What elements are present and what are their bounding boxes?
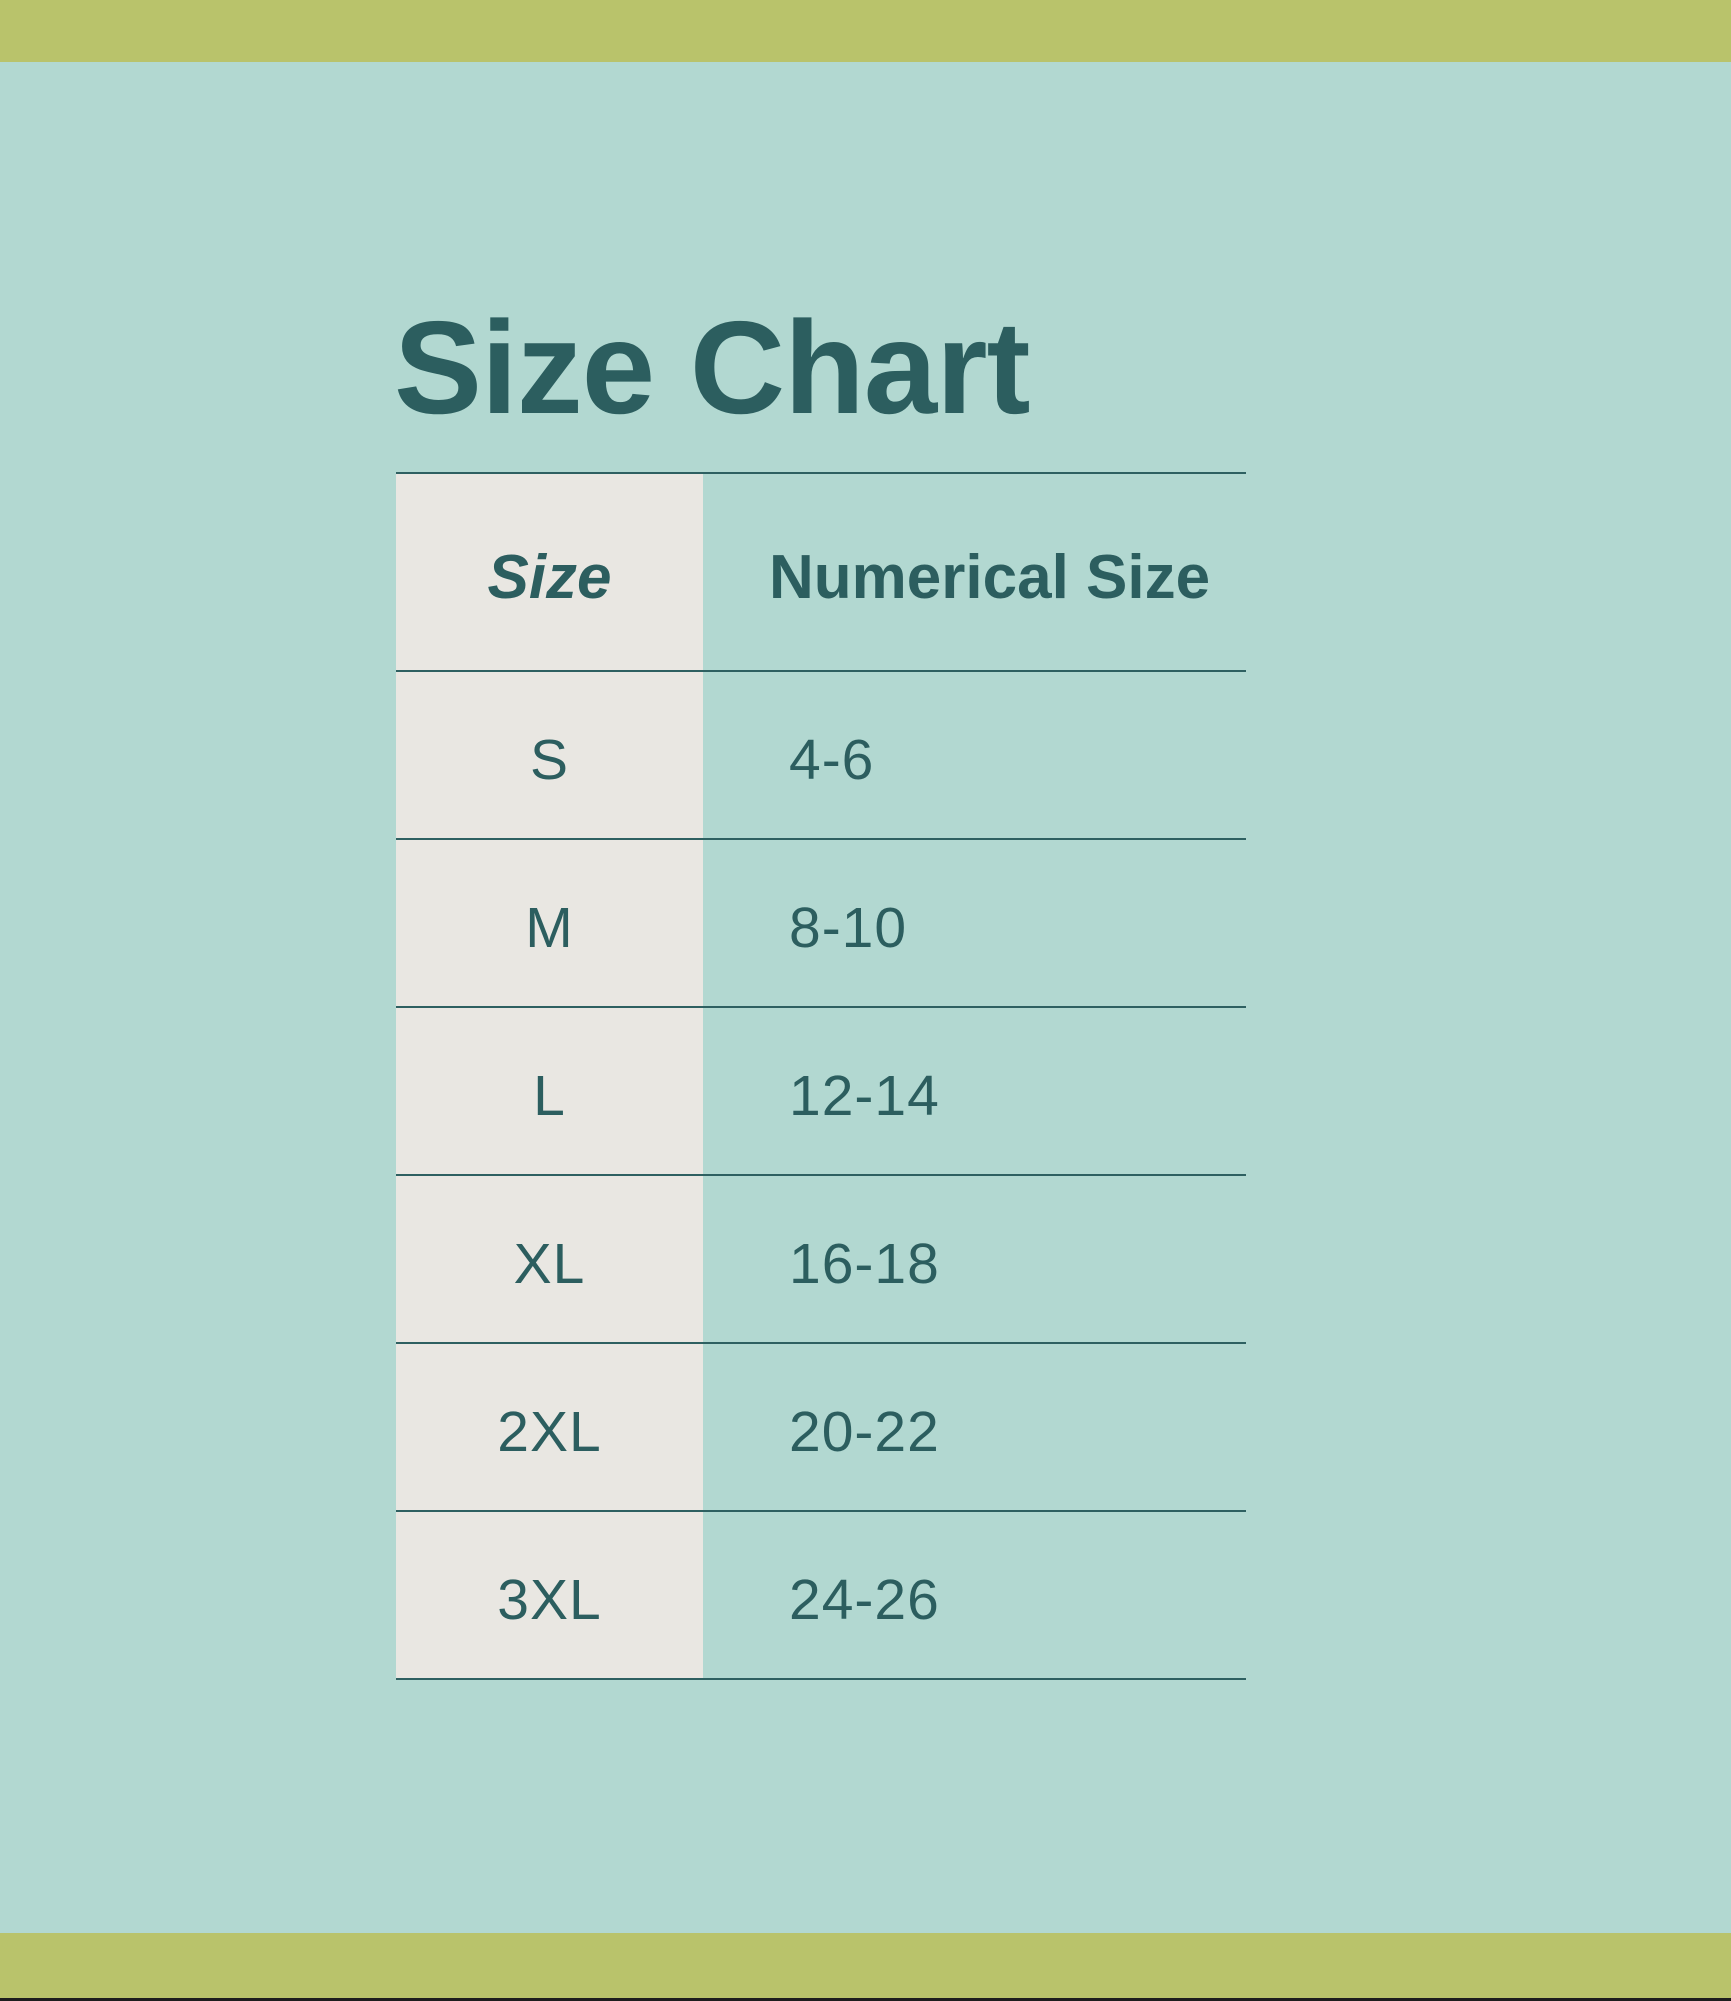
size-cell: L xyxy=(396,1008,703,1174)
numerical-size-cell: 20-22 xyxy=(703,1344,1246,1510)
top-accent-band xyxy=(0,0,1731,62)
numerical-size-cell: 12-14 xyxy=(703,1008,1246,1174)
size-value: M xyxy=(525,896,574,960)
numerical-size-value: 24-26 xyxy=(789,1568,940,1632)
table-row-m: M 8-10 xyxy=(396,840,1246,1008)
size-column-header-label: Size xyxy=(487,542,612,612)
size-value: 3XL xyxy=(497,1568,602,1632)
page-title: Size Chart xyxy=(394,294,1030,441)
numerical-size-cell: 8-10 xyxy=(703,840,1246,1006)
size-chart-table: Size Numerical Size S 4-6 M 8-10 L xyxy=(396,472,1246,1680)
numerical-size-value: 12-14 xyxy=(789,1064,940,1128)
size-cell: 2XL xyxy=(396,1344,703,1510)
table-header-row: Size Numerical Size xyxy=(396,474,1246,672)
bottom-accent-band xyxy=(0,1933,1731,2001)
table-row-2xl: 2XL 20-22 xyxy=(396,1344,1246,1512)
size-column-header-cell: Size xyxy=(396,474,703,670)
size-cell: M xyxy=(396,840,703,1006)
numerical-size-value: 16-18 xyxy=(789,1232,940,1296)
numerical-size-value: 8-10 xyxy=(789,896,908,960)
table-row-s: S 4-6 xyxy=(396,672,1246,840)
size-cell: S xyxy=(396,672,703,838)
table-row-3xl: 3XL 24-26 xyxy=(396,1512,1246,1680)
numerical-size-cell: 16-18 xyxy=(703,1176,1246,1342)
numerical-size-column-header-label: Numerical Size xyxy=(769,542,1211,612)
numerical-size-value: 20-22 xyxy=(789,1400,940,1464)
size-value: L xyxy=(533,1064,566,1128)
numerical-size-cell: 24-26 xyxy=(703,1512,1246,1678)
numerical-size-value: 4-6 xyxy=(789,728,875,792)
numerical-size-column-header-cell: Numerical Size xyxy=(703,474,1246,670)
size-value: S xyxy=(529,728,570,792)
table-row-xl: XL 16-18 xyxy=(396,1176,1246,1344)
size-cell: 3XL xyxy=(396,1512,703,1678)
size-value: 2XL xyxy=(497,1400,602,1464)
numerical-size-cell: 4-6 xyxy=(703,672,1246,838)
table-row-l: L 12-14 xyxy=(396,1008,1246,1176)
bottom-edge-line xyxy=(0,1998,1731,2001)
size-value: XL xyxy=(513,1232,586,1296)
size-cell: XL xyxy=(396,1176,703,1342)
